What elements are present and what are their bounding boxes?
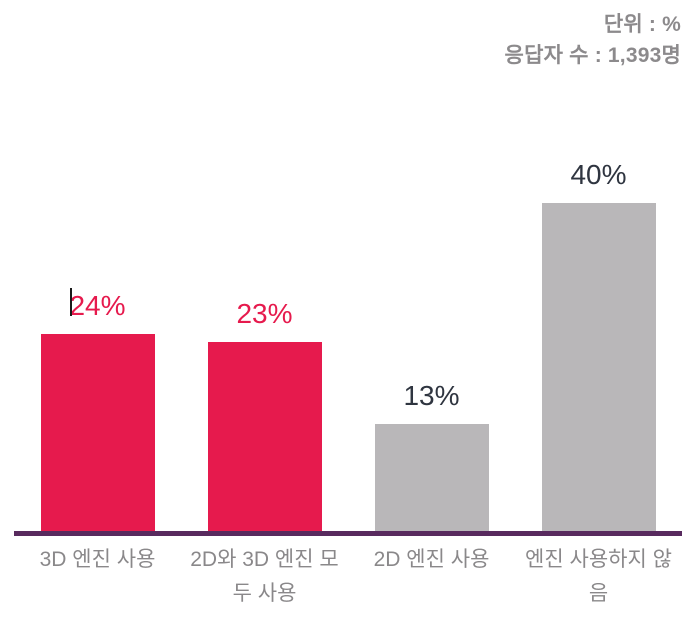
bar-column: 23%	[181, 299, 348, 531]
category-labels-row: 3D 엔진 사용 2D와 3D 엔진 모두 사용 2D 엔진 사용 엔진 사용하지 않…	[14, 543, 682, 611]
x-axis-line	[14, 531, 682, 536]
unit-note: 단위 : %	[603, 13, 681, 36]
bar-column: 40%	[515, 160, 682, 531]
bar	[40, 334, 155, 531]
category-label: 엔진 사용하지 않음	[525, 548, 672, 605]
bar	[541, 203, 656, 531]
bar-value-label: 24%	[69, 290, 126, 322]
bar-column: 13%	[348, 381, 515, 531]
category-label: 2D 엔진 사용	[373, 548, 490, 571]
bar	[207, 342, 322, 531]
bar-value-label: 13%	[403, 380, 460, 412]
stray-cursor-mark	[70, 288, 72, 316]
category-label: 2D와 3D 엔진 모두 사용	[190, 548, 339, 605]
bars-area: 24% 23% 13% 40%	[14, 0, 682, 531]
bar	[374, 424, 489, 531]
category-label: 3D 엔진 사용	[39, 548, 156, 571]
bar-value-label: 23%	[236, 298, 293, 330]
bar-value-label: 40%	[570, 159, 627, 190]
chart-meta-note: 단위 : % 응답자 수 : 1,393명	[505, 9, 681, 71]
respondents-note: 응답자 수 : 1,393명	[504, 44, 681, 67]
bar-column: 24%	[14, 291, 181, 531]
